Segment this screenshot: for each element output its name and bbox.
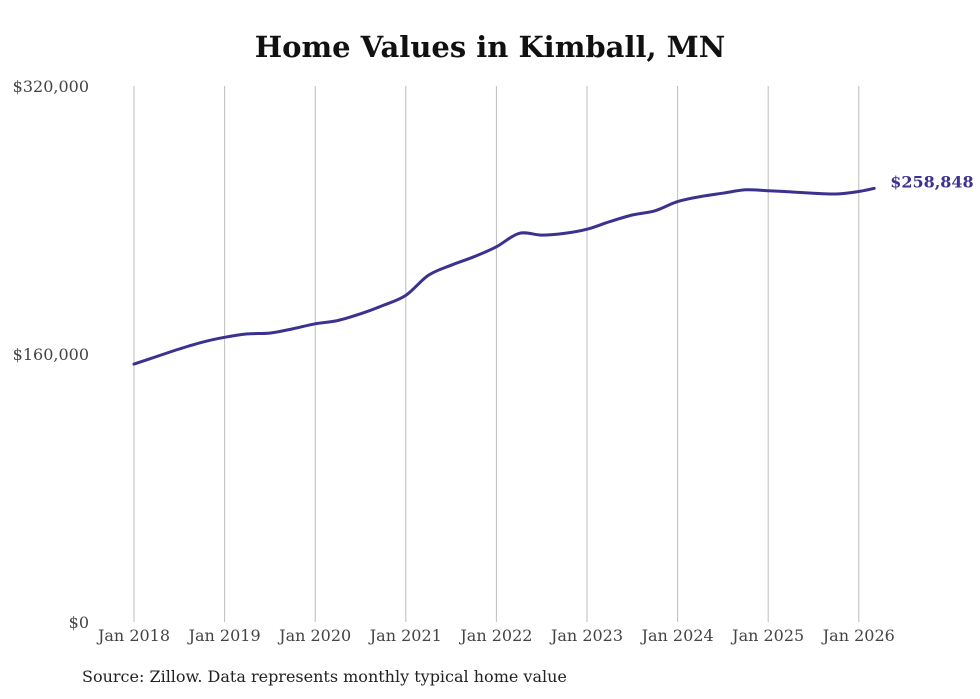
x-tick-label: Jan 2018 <box>96 626 170 645</box>
x-tick-label: Jan 2025 <box>730 626 804 645</box>
end-value-label: $258,848 <box>890 172 974 191</box>
x-axis-ticks: Jan 2018 Jan 2019 Jan 2020 Jan 2021 Jan 2022… <box>96 626 895 645</box>
source-note: Source: Zillow. Data represents monthly … <box>82 667 567 686</box>
x-tick-label: Jan 2024 <box>640 626 714 645</box>
grid-lines <box>133 86 860 622</box>
x-tick-label: Jan 2023 <box>549 626 623 645</box>
y-tick-label: $0 <box>69 613 89 632</box>
x-tick-label: Jan 2021 <box>368 626 442 645</box>
y-tick-label: $160,000 <box>13 345 89 364</box>
series-layer: $258,848 <box>132 172 974 366</box>
x-tick-label: Jan 2019 <box>187 626 261 645</box>
x-tick-label: Jan 2026 <box>821 626 895 645</box>
chart-title: Home Values in Kimball, MN <box>254 30 726 64</box>
x-tick-label: Jan 2022 <box>458 626 532 645</box>
y-tick-label: $320,000 <box>13 77 89 96</box>
x-tick-label: Jan 2020 <box>277 626 351 645</box>
y-axis-ticks: $0 $160,000 $320,000 <box>13 77 89 632</box>
series-line <box>132 186 876 366</box>
